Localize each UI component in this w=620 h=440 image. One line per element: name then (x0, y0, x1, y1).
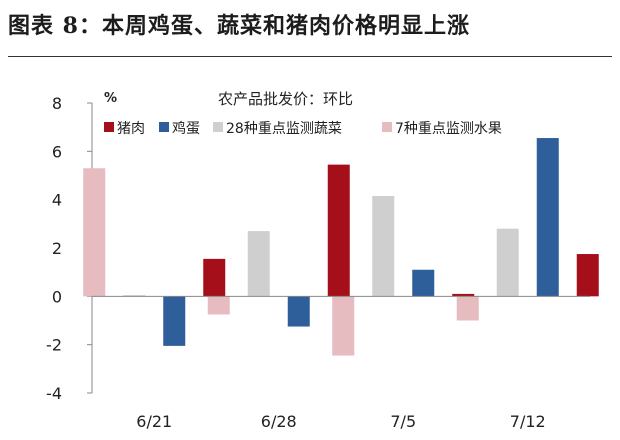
bar-3-0 (456, 296, 479, 321)
title-divider (8, 56, 612, 57)
legend-label-0: 猪肉 (117, 121, 145, 137)
y-axis-unit: % (104, 91, 117, 106)
bar-1-3 (327, 164, 350, 297)
bar-1-0 (207, 296, 230, 315)
bar-3-2 (536, 138, 559, 297)
y-tick-label: 8 (52, 94, 62, 113)
bar-1-2 (287, 296, 310, 327)
legend-swatch-1 (159, 122, 169, 132)
y-tick-label: 6 (52, 142, 62, 161)
bar-0-2 (163, 296, 186, 346)
y-tick-label: 2 (52, 239, 62, 258)
bar-2-2 (412, 269, 435, 297)
legend-label-1: 鸡蛋 (172, 120, 200, 137)
bar-3-3 (576, 254, 599, 297)
y-tick-label: -2 (46, 336, 62, 355)
x-tick-label: 7/12 (510, 412, 546, 431)
chart-title: 农产品批发价：环比 (218, 90, 353, 108)
bar-0-3 (203, 258, 226, 297)
x-tick-label: 6/28 (261, 412, 297, 431)
x-tick-label: 6/21 (136, 412, 172, 431)
bar-2-3 (452, 293, 475, 297)
legend-label-3: 7种重点监测水果 (395, 121, 502, 137)
bar-2-1 (372, 196, 395, 297)
legend-swatch-0 (104, 122, 114, 132)
bar-0-0 (83, 168, 106, 297)
x-tick-label: 7/5 (390, 412, 416, 431)
bar-2-0 (332, 296, 355, 356)
bar-0-1 (123, 295, 146, 297)
y-tick-label: -4 (46, 384, 62, 403)
figure-title: 图表 8：本周鸡蛋、蔬菜和猪肉价格明显上涨 (8, 13, 470, 39)
y-tick-label: 4 (52, 191, 62, 210)
bar-3-1 (496, 228, 519, 297)
bar-1-1 (247, 231, 270, 297)
legend-label-2: 28种重点监测蔬菜 (226, 121, 342, 137)
legend-swatch-3 (382, 122, 392, 132)
y-tick-label: 0 (52, 287, 62, 306)
legend-swatch-2 (213, 122, 223, 132)
